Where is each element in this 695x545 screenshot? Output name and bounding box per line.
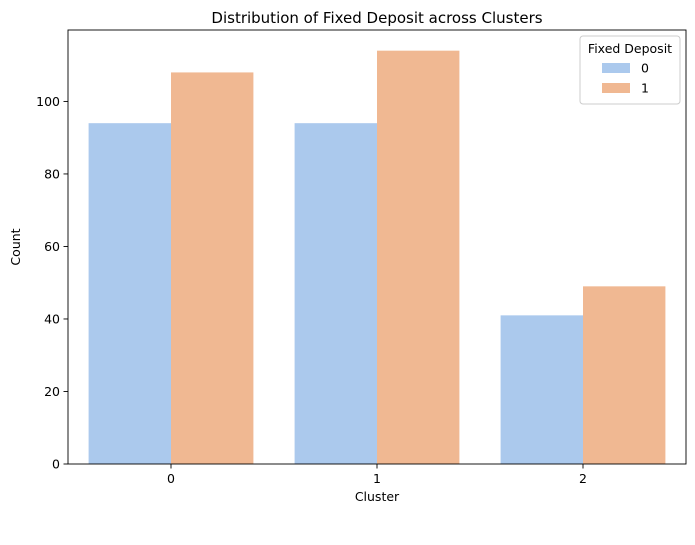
bar-cluster-0-deposit-0 xyxy=(88,123,171,465)
bars-layer xyxy=(88,50,666,465)
y-tick-label: 20 xyxy=(44,384,60,399)
bar-cluster-1-deposit-1 xyxy=(377,50,460,465)
y-tick-label: 60 xyxy=(44,239,60,254)
y-tick-label: 100 xyxy=(36,94,60,109)
legend-title: Fixed Deposit xyxy=(588,41,672,56)
y-axis-ticks: 0 20 40 60 80 100 xyxy=(36,94,68,472)
bar-cluster-2-deposit-0 xyxy=(500,315,583,464)
legend-swatch-1 xyxy=(602,83,630,93)
x-tick-label: 0 xyxy=(167,471,175,486)
legend-swatch-0 xyxy=(602,63,630,73)
y-tick-label: 80 xyxy=(44,166,60,181)
y-tick-label: 40 xyxy=(44,311,60,326)
legend-entries: 01 xyxy=(602,61,649,96)
x-axis-ticks: 0 1 2 xyxy=(167,464,587,486)
y-tick-label: 0 xyxy=(52,457,60,472)
x-tick-label: 1 xyxy=(373,471,381,486)
legend-label-1: 1 xyxy=(641,81,649,96)
x-tick-label: 2 xyxy=(579,471,587,486)
legend-label-0: 0 xyxy=(641,61,649,76)
y-axis-label: Count xyxy=(8,228,23,265)
bar-cluster-0-deposit-1 xyxy=(171,72,254,465)
x-axis-label: Cluster xyxy=(355,489,400,504)
chart-title: Distribution of Fixed Deposit across Clu… xyxy=(211,9,542,27)
bar-cluster-1-deposit-0 xyxy=(294,123,377,465)
legend: Fixed Deposit 01 xyxy=(579,35,681,105)
bar-cluster-2-deposit-1 xyxy=(583,286,666,464)
